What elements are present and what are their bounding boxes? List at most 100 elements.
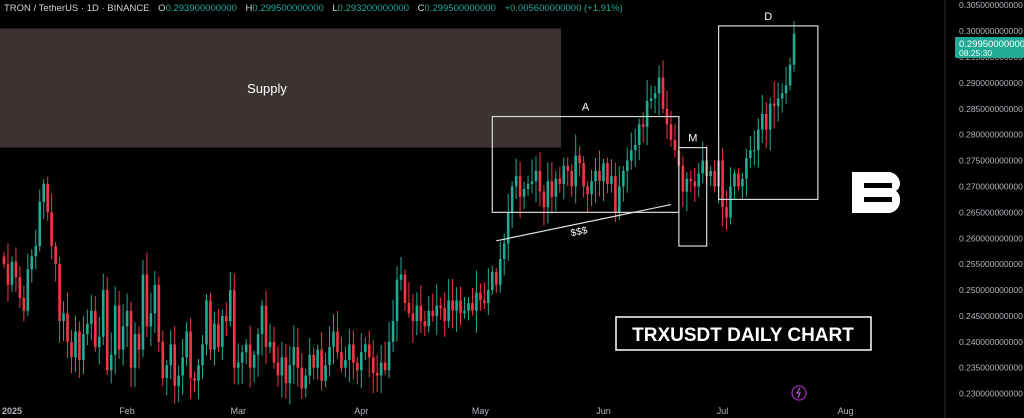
- x-tick-label: Feb: [119, 406, 135, 416]
- price-axis[interactable]: 0.3050000000000.3000000000000.2950000000…: [959, 0, 1023, 398]
- y-tick-label: 0.300000000000: [959, 26, 1023, 36]
- candle-body: [201, 344, 204, 366]
- candle-body: [74, 331, 77, 358]
- box-d: [717, 25, 819, 201]
- candle-body: [137, 334, 141, 350]
- y-tick-label: 0.290000000000: [959, 78, 1023, 88]
- y-tick-label: 0.235000000000: [959, 363, 1023, 373]
- candle-body: [792, 33, 796, 65]
- candle-body: [614, 176, 617, 213]
- y-tick-label: 0.230000000000: [959, 389, 1023, 399]
- candle-body: [780, 93, 784, 99]
- candle-body: [483, 300, 486, 303]
- candle-body: [415, 305, 419, 322]
- candle-body: [491, 271, 494, 291]
- candle-body: [760, 113, 764, 130]
- candle-body: [562, 165, 566, 184]
- candle-body: [86, 323, 89, 335]
- candle-body: [514, 176, 518, 187]
- y-tick-label: 0.280000000000: [959, 130, 1023, 140]
- x-tick-label: 2025: [2, 406, 22, 416]
- candle-body: [403, 274, 407, 303]
- candle-body: [637, 124, 641, 146]
- y-tick-label: 0.285000000000: [959, 104, 1023, 114]
- candle-body: [42, 183, 45, 202]
- x-tick-label: May: [472, 406, 490, 416]
- candle-body: [753, 150, 756, 152]
- candle-body: [221, 315, 224, 348]
- candles-group: [2, 21, 796, 405]
- close-value: 0.299500000000: [424, 3, 496, 14]
- candle-body: [693, 181, 697, 187]
- candle-body: [34, 246, 38, 257]
- candle-body: [272, 341, 276, 363]
- y-tick-label: 0.250000000000: [959, 285, 1023, 295]
- candle-body: [304, 375, 308, 389]
- candle-body: [252, 354, 256, 368]
- candle-body: [435, 305, 439, 316]
- candle-body: [558, 178, 562, 184]
- candle-body: [153, 284, 157, 314]
- candle-body: [161, 341, 165, 379]
- candle-body: [622, 170, 625, 187]
- chart-title-box: TRXUSDT DAILY CHART: [615, 316, 872, 351]
- candle-body: [554, 178, 558, 197]
- candle-body: [411, 313, 415, 322]
- candle-body: [506, 212, 510, 244]
- candle-body: [38, 202, 42, 247]
- candle-body: [784, 85, 788, 94]
- candle-body: [463, 310, 466, 314]
- candle-body: [133, 334, 137, 368]
- time-axis[interactable]: 2025 Feb Mar Apr May Jun Jul Aug: [2, 406, 854, 416]
- candle-body: [566, 165, 570, 171]
- y-tick-label: 0.245000000000: [959, 311, 1023, 321]
- candle-body: [300, 367, 304, 389]
- candle-body: [725, 207, 728, 218]
- candle-body: [193, 378, 196, 381]
- candle-body: [82, 334, 85, 360]
- candle-body: [399, 274, 403, 280]
- high-label: H: [245, 3, 253, 14]
- candle-body: [709, 170, 712, 177]
- candle-body: [367, 344, 371, 358]
- candle-body: [590, 181, 593, 195]
- supply-label: Supply: [247, 81, 287, 96]
- candle-body: [173, 344, 177, 386]
- x-tick-label: Jul: [717, 406, 729, 416]
- candle-body: [328, 347, 331, 366]
- candle-body: [18, 277, 22, 298]
- candle-body: [673, 139, 677, 151]
- candle-body: [451, 300, 454, 311]
- candle-body: [610, 176, 613, 184]
- y-tick-label: 0.305000000000: [959, 0, 1023, 10]
- candle-body: [689, 178, 693, 182]
- candle-body: [772, 103, 776, 107]
- candle-body: [90, 310, 93, 324]
- candle-body: [149, 313, 153, 327]
- lightning-icon[interactable]: [791, 385, 807, 401]
- candle-body: [10, 261, 14, 285]
- candle-body: [236, 362, 240, 368]
- y-tick-label: 0.260000000000: [959, 233, 1023, 243]
- symbol-name[interactable]: TRON / TetherUS · 1D · BINANCE: [4, 3, 150, 14]
- candle-body: [312, 354, 315, 368]
- candle-body: [625, 160, 629, 171]
- candle-body: [391, 321, 395, 342]
- candle-body: [280, 357, 284, 376]
- candle-body: [788, 64, 792, 86]
- candle-body: [320, 349, 323, 381]
- candle-body: [395, 279, 399, 322]
- candle-body: [109, 354, 113, 371]
- candle-body: [586, 186, 589, 195]
- candle-body: [260, 305, 264, 335]
- candle-body: [352, 344, 355, 363]
- candle-body: [205, 300, 208, 345]
- supply-zone: [0, 28, 561, 148]
- candle-body: [336, 331, 339, 353]
- candle-body: [22, 297, 26, 311]
- candle-body: [375, 372, 379, 376]
- candle-body: [256, 334, 260, 355]
- candle-body: [407, 303, 411, 314]
- candle-body: [701, 160, 705, 174]
